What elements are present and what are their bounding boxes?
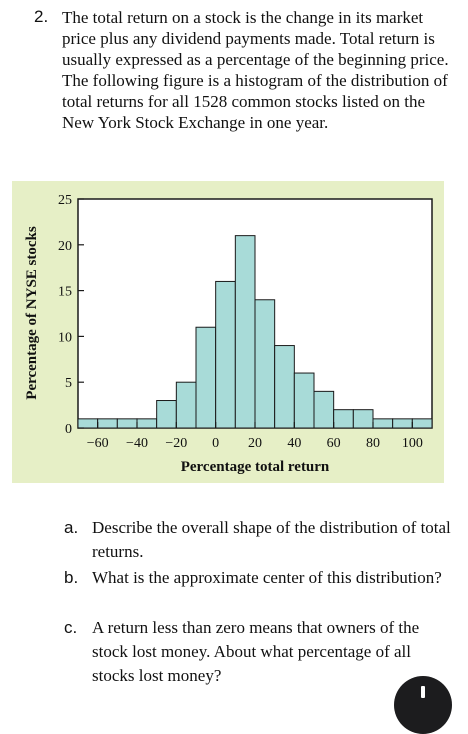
x-tick-label: 20 bbox=[248, 436, 262, 451]
y-axis-label: Percentage of NYSE stocks bbox=[24, 226, 40, 400]
part-a: a. Describe the overall shape of the dis… bbox=[64, 516, 454, 564]
histogram-bar-7 bbox=[215, 280, 236, 429]
y-tick-label: 15 bbox=[58, 285, 72, 300]
y-tick-label: 0 bbox=[65, 422, 72, 437]
histogram-bar-0 bbox=[77, 418, 99, 429]
x-axis-ticks: −60 −40 −20 0 20 40 60 80 100 bbox=[87, 422, 423, 451]
histogram-bar-6 bbox=[195, 326, 217, 429]
y-axis-ticks: 0 5 10 15 20 25 bbox=[58, 193, 84, 437]
histogram-bar-3 bbox=[136, 418, 158, 429]
part-text: A return less than zero means that owner… bbox=[92, 618, 420, 685]
x-tick-label: −60 bbox=[87, 436, 109, 451]
part-b: b. What is the approximate center of thi… bbox=[64, 566, 454, 590]
histogram-bar-12 bbox=[313, 390, 335, 429]
exclamation-icon bbox=[421, 686, 425, 698]
x-tick-label: −20 bbox=[165, 436, 187, 451]
histogram-bar-1 bbox=[97, 418, 118, 429]
x-tick-label: 60 bbox=[327, 436, 341, 451]
question-number: 2. bbox=[34, 7, 49, 26]
histogram-bar-11 bbox=[293, 372, 315, 429]
histogram-bar-13 bbox=[333, 409, 354, 429]
x-tick-label: −40 bbox=[126, 436, 148, 451]
part-letter: c. bbox=[64, 618, 78, 637]
part-letter: a. bbox=[64, 518, 79, 537]
floating-action-button[interactable] bbox=[394, 676, 452, 734]
histogram-bar-16 bbox=[392, 418, 413, 429]
histogram-bar-17 bbox=[411, 418, 433, 429]
y-tick-label: 10 bbox=[58, 330, 72, 345]
part-letter: b. bbox=[64, 568, 79, 587]
question-text: The total return on a stock is the chang… bbox=[62, 8, 449, 132]
x-axis-label: Percentage total return bbox=[181, 459, 330, 475]
x-tick-label: 40 bbox=[287, 436, 301, 451]
y-tick-label: 5 bbox=[65, 376, 72, 391]
histogram-bar-5 bbox=[175, 381, 197, 429]
histogram-bar-8 bbox=[234, 235, 256, 429]
histogram-figure: 0 5 10 15 20 25 −60 −40 −20 0 20 40 60 80 100 Percent… bbox=[12, 181, 444, 483]
histogram-bar-10 bbox=[274, 345, 295, 429]
y-tick-label: 20 bbox=[58, 239, 72, 254]
histogram-bar-2 bbox=[116, 418, 138, 429]
histogram-bars bbox=[77, 235, 433, 429]
part-text: What is the approximate center of this d… bbox=[92, 568, 442, 587]
histogram-bar-9 bbox=[254, 299, 276, 429]
y-tick-label: 25 bbox=[58, 193, 72, 208]
histogram-bar-4 bbox=[156, 400, 177, 429]
histogram-chart: 0 5 10 15 20 25 −60 −40 −20 0 20 40 60 80 100 Percent… bbox=[24, 193, 433, 475]
x-tick-label: 100 bbox=[402, 436, 423, 451]
x-tick-label: 80 bbox=[366, 436, 380, 451]
part-c: c. A return less than zero means that ow… bbox=[64, 616, 454, 688]
part-text: Describe the overall shape of the distri… bbox=[92, 518, 451, 561]
histogram-bar-14 bbox=[352, 409, 374, 429]
x-tick-label: 0 bbox=[212, 436, 219, 451]
histogram-bar-15 bbox=[372, 418, 394, 429]
